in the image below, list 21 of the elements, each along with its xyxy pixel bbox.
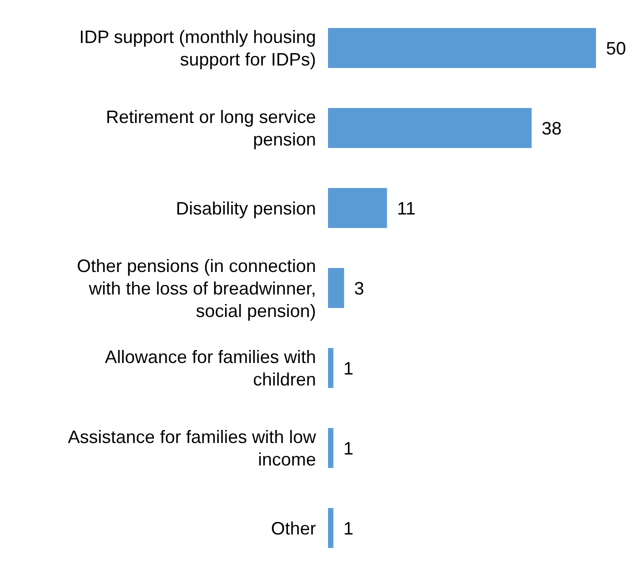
y-tick-label: Other [270,518,316,538]
bar [328,188,387,228]
data-label: 50 [606,38,626,58]
data-label: 1 [343,358,354,378]
bar [328,428,334,468]
data-label: 3 [354,278,364,298]
bar [328,348,334,388]
y-tick-label: Disability pension [176,198,316,218]
bar [328,268,344,308]
data-label: 1 [343,518,354,538]
y-tick-label: Other pensions (in connection with the loss of breadwinner, social pension) [76,256,316,321]
bar [328,108,532,148]
bar [328,508,334,548]
y-tick-label: Retirement or long service pension [106,107,316,150]
y-tick-label: Allowance for families with children [104,347,316,390]
y-tick-label: IDP support (monthly housing support for IDPs) [79,27,316,70]
data-label: 38 [542,118,562,138]
bar [328,28,596,68]
y-tick-label: Assistance for families with low income [68,427,317,470]
data-label: 1 [343,438,354,458]
data-label: 11 [396,198,416,218]
